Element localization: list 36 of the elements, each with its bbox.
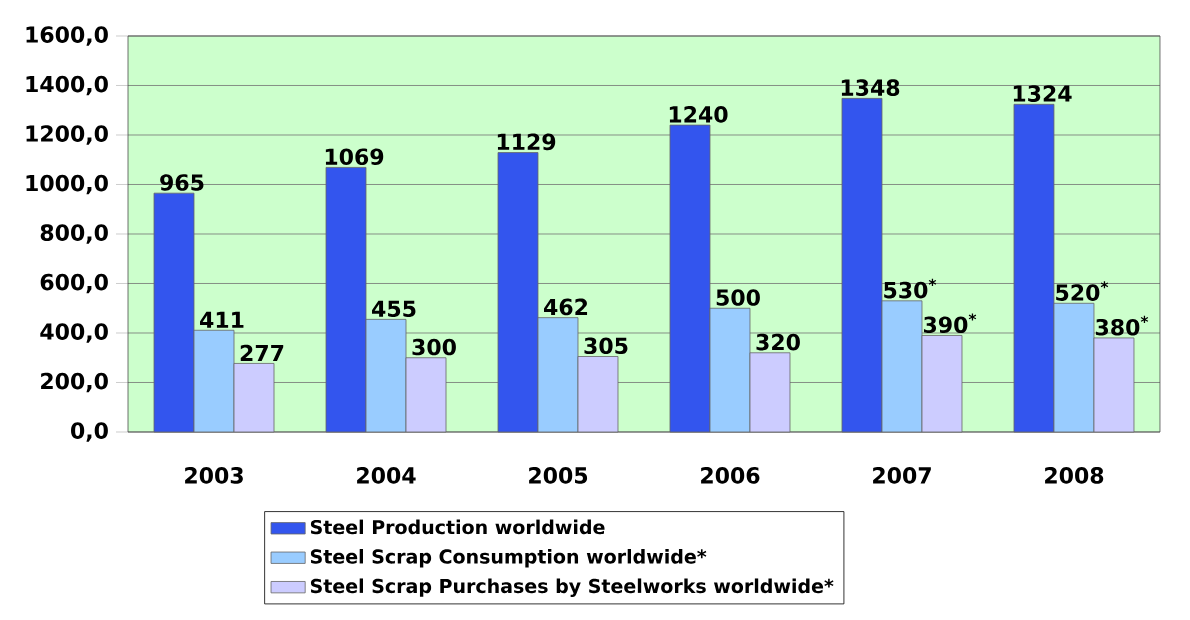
y-tick-label: 0,0: [71, 422, 108, 442]
data-label: 965: [160, 174, 204, 191]
data-label: 520$^{*}$: [1056, 281, 1109, 301]
data-label: 305: [584, 337, 628, 355]
y-tick-label: 400,0: [40, 323, 108, 343]
y-tick-label: 1600,0: [26, 26, 108, 46]
legend-label: Steel Scrap Consumption worldwide*: [310, 549, 707, 568]
data-label: 1240: [669, 106, 728, 123]
data-label: 462: [544, 298, 588, 316]
data-label: 320: [756, 333, 800, 351]
x-tick-label: 2005: [529, 467, 588, 484]
x-tick-label: 2007: [873, 467, 931, 484]
data-label: 300: [412, 338, 456, 356]
y-tick-label: 600,0: [40, 273, 108, 294]
y-tick-label: 1400,0: [26, 75, 108, 96]
y-tick-label: 200,0: [41, 372, 108, 393]
data-label: 411: [200, 311, 244, 328]
y-tick-label: 1000,0: [26, 174, 108, 195]
x-tick-label: 2003: [185, 467, 243, 484]
data-label: 1348: [841, 79, 900, 96]
y-tick-label: 800,0: [40, 224, 108, 244]
y-tick-label: 1200,0: [26, 125, 108, 145]
x-tick-label: 2004: [357, 467, 416, 484]
data-label: 277: [240, 344, 284, 362]
data-label: 500: [716, 289, 760, 306]
data-label: 380$^{*}$: [1095, 315, 1149, 336]
legend-label: Steel Production worldwide: [310, 519, 605, 535]
data-label: 1129: [497, 133, 556, 151]
data-label: 1324: [1013, 85, 1072, 102]
data-label: 1069: [325, 148, 384, 166]
data-label: 390$^{*}$: [923, 313, 977, 334]
x-tick-label: 2006: [701, 467, 760, 484]
legend-label: Steel Scrap Purchases by Steelworks worldwide*: [310, 578, 834, 597]
data-label: 530$^{*}$: [884, 278, 937, 299]
x-tick-label: 2008: [1045, 467, 1104, 484]
data-label: 455: [372, 300, 416, 317]
